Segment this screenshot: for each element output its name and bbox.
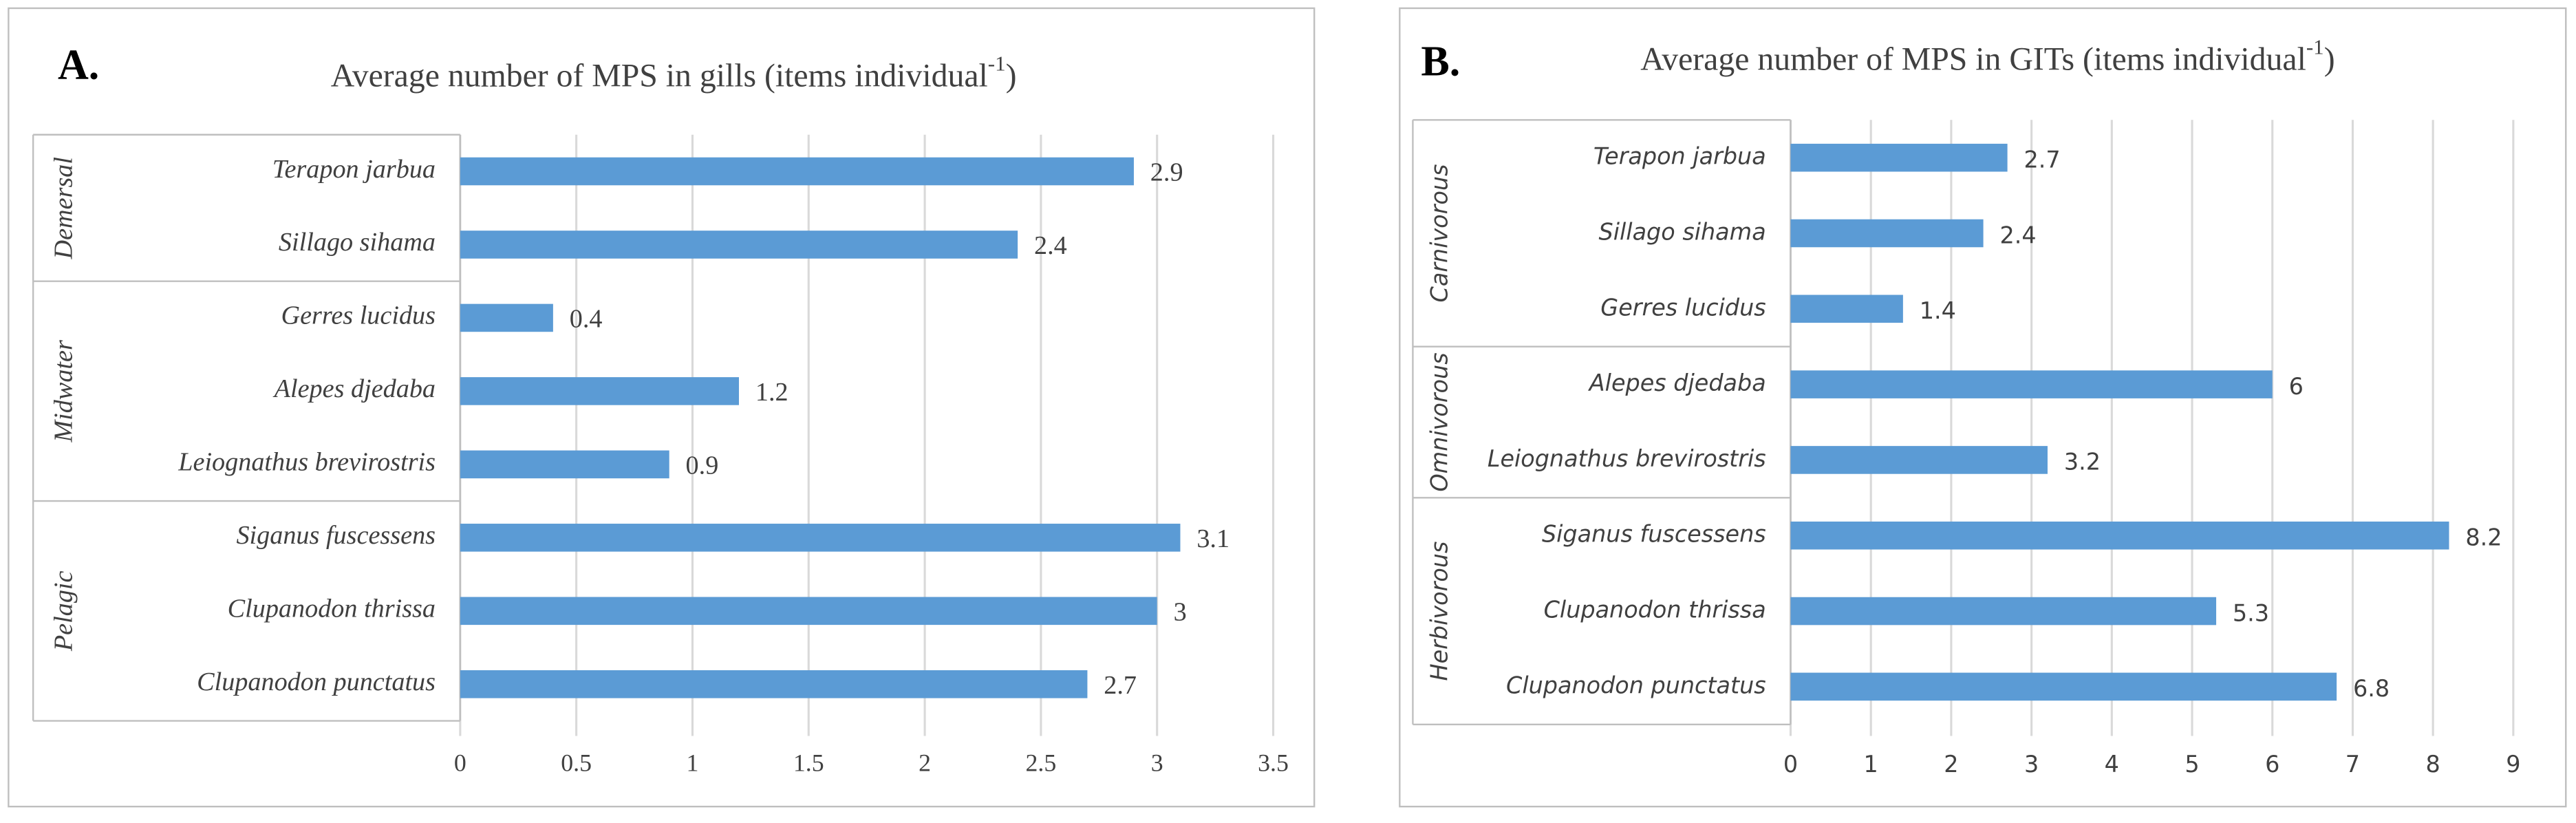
group-label: Demersal [50, 157, 78, 259]
x-tick-label: 2 [919, 749, 931, 777]
group-label: Midwater [50, 340, 78, 443]
value-label: 6 [2289, 373, 2304, 400]
bar [1790, 597, 2217, 626]
category-label: Siganus fuscessens [236, 521, 436, 550]
x-tick-label: 3 [1151, 749, 1163, 777]
value-label: 2.4 [1034, 231, 1067, 260]
bar [460, 670, 1088, 698]
category-label: Alepes djedaba [1588, 370, 1766, 396]
chart-title: Average number of MPS in gills (items in… [331, 52, 1017, 94]
x-tick-label: 0 [454, 749, 466, 777]
x-tick-label: 9 [2506, 751, 2520, 778]
bar [1790, 521, 2449, 550]
x-tick-label: 2.5 [1026, 749, 1057, 777]
title-text: Average number of MPS in GITs (items ind… [1640, 41, 2306, 78]
x-tick-label: 3 [2024, 751, 2039, 778]
x-tick-label: 4 [2105, 751, 2119, 778]
bar [1790, 370, 2273, 398]
category-label: Clupanodon thrissa [228, 595, 436, 623]
value-label: 1.4 [1920, 297, 1956, 324]
x-tick-label: 0 [1783, 751, 1798, 778]
category-label: Clupanodon punctatus [1506, 672, 1766, 698]
title-end: ) [1006, 58, 1017, 94]
value-label: 1.2 [755, 378, 788, 407]
x-tick-label: 8 [2426, 751, 2440, 778]
group-label: Carnivorous [1426, 164, 1453, 303]
value-label: 2.7 [2024, 146, 2060, 173]
group-label: Omnivorous [1426, 352, 1453, 491]
value-label: 8.2 [2465, 524, 2502, 551]
panel-label: A. [58, 42, 99, 89]
x-tick-label: 6 [2265, 751, 2279, 778]
x-tick-label: 1.5 [793, 749, 824, 777]
bar [460, 377, 739, 405]
bar [1790, 672, 2337, 701]
value-label: 3.2 [2064, 449, 2101, 475]
x-tick-label: 5 [2185, 751, 2199, 778]
category-label: Leiognathus brevirostris [1488, 445, 1766, 472]
bar [460, 597, 1157, 626]
category-label: Siganus fuscessens [1542, 521, 1766, 548]
bar [460, 157, 1134, 186]
x-tick-label: 0.5 [561, 749, 592, 777]
category-label: Leiognathus brevirostris [178, 448, 436, 477]
x-tick-label: 3.5 [1258, 749, 1289, 777]
category-label: Clupanodon thrissa [1544, 597, 1766, 623]
bar [460, 524, 1181, 552]
bar [1790, 446, 2048, 474]
value-label: 3.1 [1196, 524, 1230, 553]
bar [1790, 143, 2008, 172]
category-label: Alepes djedaba [272, 374, 436, 403]
chart: B. Average number of MPS in GITs (items i… [1412, 35, 2521, 778]
value-label: 2.9 [1150, 158, 1183, 187]
value-label: 2.7 [1104, 671, 1137, 700]
bar [1790, 219, 1984, 248]
group-label: Herbivorous [1426, 542, 1453, 681]
category-label: Clupanodon punctatus [197, 667, 436, 696]
x-tick-label: 7 [2346, 751, 2360, 778]
category-label: Gerres lucidus [281, 301, 436, 330]
value-label: 0.9 [686, 451, 719, 480]
x-tick-label: 1 [687, 749, 699, 777]
category-label: Terapon jarbua [272, 155, 436, 184]
bar [1790, 295, 1903, 323]
panel-label: B. [1421, 39, 1460, 85]
title-superscript: -1 [2306, 35, 2324, 59]
value-label: 6.8 [2353, 675, 2390, 702]
category-label: Gerres lucidus [1600, 294, 1765, 321]
x-tick-label: 2 [1944, 751, 1958, 778]
category-label: Sillago sihama [279, 228, 436, 257]
category-label: Terapon jarbua [1593, 143, 1766, 170]
value-label: 3 [1174, 597, 1187, 626]
chart: A. Average number of MPS in gills (items … [32, 42, 1289, 777]
title-text: Average number of MPS in gills (items in… [331, 58, 988, 94]
bar [460, 303, 553, 332]
value-label: 2.4 [1999, 222, 2036, 248]
group-label: Pelagic [50, 570, 78, 652]
value-label: 5.3 [2233, 599, 2269, 626]
bar [460, 450, 669, 479]
x-tick-label: 1 [1864, 751, 1878, 778]
category-label: Sillago sihama [1599, 218, 1766, 245]
value-label: 0.4 [570, 304, 603, 333]
bar [460, 231, 1018, 259]
chart-title: Average number of MPS in GITs (items ind… [1640, 35, 2334, 78]
title-end: ) [2324, 41, 2335, 78]
title-superscript: -1 [988, 52, 1006, 76]
